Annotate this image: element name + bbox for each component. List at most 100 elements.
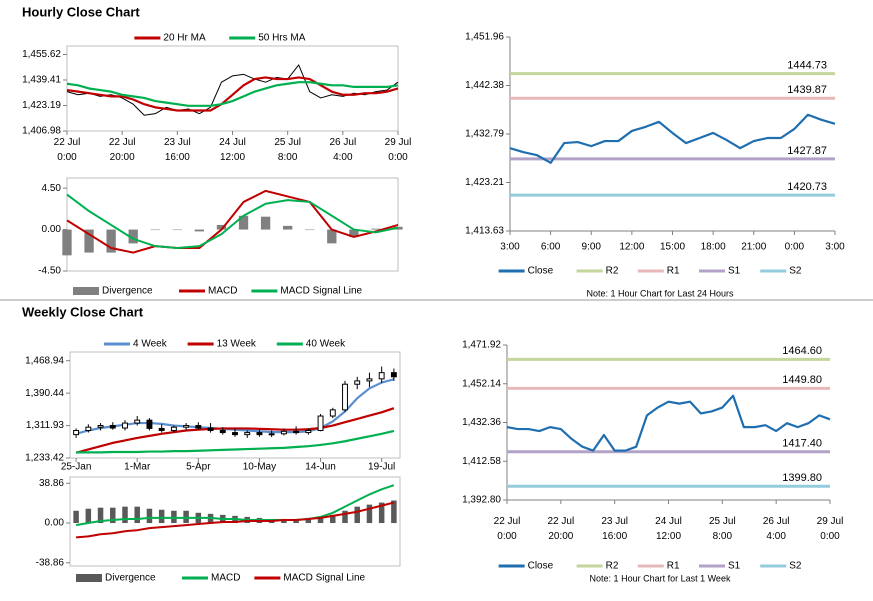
divergence-bar [158, 509, 165, 524]
candle-body [329, 409, 336, 417]
x-tick-label: 29 Jul 0:00 [385, 137, 412, 163]
section-title: Hourly Close Chart [22, 4, 140, 19]
legend-label: Close [528, 266, 554, 277]
legend-swatch [76, 574, 102, 582]
y-tick-label: -38.86 [36, 557, 65, 568]
legend-label: S2 [789, 266, 802, 277]
divergence-bar [216, 224, 227, 230]
legend-label: 4 Week [133, 339, 168, 350]
pivot-label: 1427.87 [787, 145, 827, 157]
x-tick-label: 22 Jul 20:00 [109, 137, 136, 163]
x-tick-label: 26 Jul 4:00 [763, 516, 790, 542]
x-tick-label: 6:00 [541, 242, 561, 253]
candle-body [146, 419, 153, 429]
x-tick-label: 18:00 [701, 242, 726, 253]
x-tick-label: 25-Jan [61, 462, 92, 473]
divergence-bar [366, 504, 373, 524]
y-tick-label: 1,468.94 [25, 355, 64, 366]
divergence-bar [62, 229, 72, 256]
y-tick-label: 1,412.58 [462, 456, 501, 467]
divergence-bar [371, 228, 381, 230]
divergence-bar [281, 518, 287, 524]
candle-body [366, 378, 373, 382]
divergence-bar [106, 229, 116, 253]
divergence-bar [128, 229, 138, 244]
divergence-bar [84, 229, 94, 253]
divergence-bar [260, 216, 271, 230]
y-tick-label: 1,432.36 [462, 417, 501, 428]
x-tick-label: 22 Jul 0:00 [494, 516, 521, 542]
x-tick-label: 0:00 [785, 242, 805, 253]
plot-frame [66, 45, 399, 132]
divergence-bar [73, 510, 79, 524]
y-tick-label: 1,311.93 [26, 420, 65, 431]
candle-body [378, 372, 385, 380]
legend-label: 20 Hr MA [163, 33, 206, 44]
divergence-bar [327, 229, 337, 244]
candle-body [170, 426, 177, 431]
candle-body [280, 430, 287, 435]
pivot-label: 1444.73 [787, 59, 827, 71]
candle-body [134, 419, 141, 424]
candle-body [244, 432, 251, 436]
x-tick-label: 25 Jul 8:00 [274, 137, 301, 163]
legend-label: S1 [728, 561, 741, 572]
series-line [509, 113, 836, 164]
legend-label: Divergence [102, 286, 153, 297]
x-tick-label: 21:00 [741, 242, 766, 253]
legend-label: 40 Week [306, 339, 346, 350]
divergence-bar [293, 518, 299, 524]
divergence-bar [330, 514, 336, 524]
legend-label: S1 [728, 266, 741, 277]
candle-body [390, 372, 397, 378]
y-tick-label: 1,432.79 [465, 129, 504, 140]
divergence-bar [354, 506, 360, 524]
pivot-label: 1449.80 [782, 374, 822, 386]
y-tick-label: 4.50 [42, 183, 62, 194]
legend-label: MACD Signal Line [283, 573, 365, 584]
pivot-label: 1417.40 [782, 438, 822, 450]
pivot-label: 1420.73 [787, 181, 827, 193]
x-tick-label: 15:00 [660, 242, 685, 253]
y-tick-label: 1,413.63 [465, 226, 504, 237]
divergence-bar [110, 507, 116, 524]
legend-label: R1 [667, 266, 680, 277]
divergence-bar [183, 510, 189, 524]
candle-body [293, 430, 300, 434]
plot-frame [69, 476, 401, 567]
y-tick-label: 1,455.62 [22, 49, 61, 60]
legend-label: Divergence [105, 573, 156, 584]
series-line [66, 189, 399, 254]
candle-body [97, 425, 104, 428]
y-tick-label: 1,442.38 [465, 80, 504, 91]
divergence-bar [391, 500, 397, 524]
plot-frame [69, 351, 401, 459]
y-tick-label: 1,233.42 [25, 453, 64, 464]
legend-label: R1 [667, 561, 680, 572]
y-tick-label: 1,439.41 [22, 75, 61, 86]
section-title: Weekly Close Chart [22, 304, 144, 319]
pivot-label: 1439.87 [787, 84, 827, 96]
y-tick-label: 1,423.19 [22, 100, 61, 111]
divergence-bar [194, 229, 205, 232]
y-tick-label: 1,423.21 [465, 177, 504, 188]
divergence-bar [283, 225, 293, 230]
x-tick-label: 25 Jul 8:00 [709, 516, 736, 542]
series-line [75, 484, 395, 527]
divergence-bar [171, 510, 177, 524]
y-tick-label: 1,471.92 [462, 340, 501, 351]
candle-body [195, 425, 202, 429]
series-line [75, 407, 395, 454]
legend-label: MACD [211, 573, 240, 584]
x-tick-label: 29 Jul 0:00 [817, 516, 844, 542]
divergence-bar [134, 506, 140, 524]
chart-note: Note: 1 Hour Chart for Last 24 Hours [586, 288, 734, 298]
candle-body [256, 432, 263, 436]
series-line [66, 64, 399, 116]
divergence-bar [342, 510, 348, 524]
legend-label: 50 Hrs MA [258, 33, 306, 44]
pivot-label: 1464.60 [782, 345, 822, 357]
x-tick-label: 19-Jul [368, 462, 395, 473]
x-tick-label: 3:00 [825, 242, 845, 253]
legend-label: S2 [789, 561, 802, 572]
